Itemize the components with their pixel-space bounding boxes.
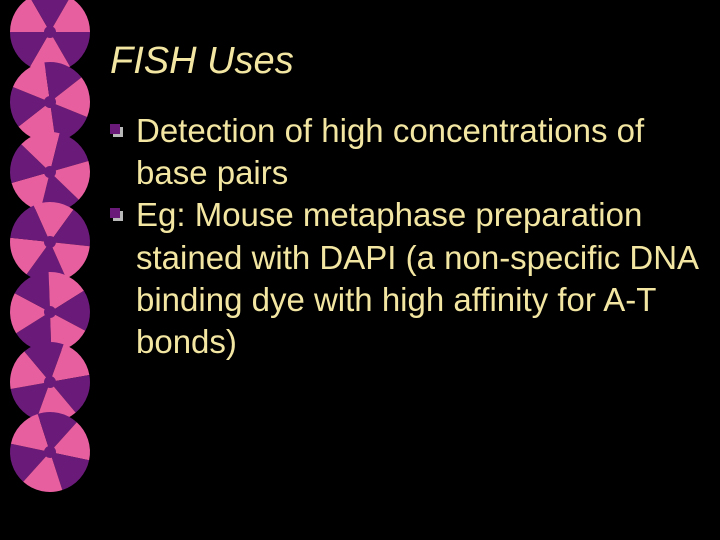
- bullet-marker-icon: [110, 208, 130, 222]
- bullet-item: Detection of high concentrations of base…: [110, 110, 700, 194]
- slide-body: Detection of high concentrations of base…: [110, 110, 700, 363]
- bullet-marker-icon: [110, 124, 130, 138]
- bullet-text: Detection of high concentrations of base…: [136, 110, 700, 194]
- slide: FISH Uses Detection of high concentratio…: [0, 0, 720, 540]
- bullet-item: Eg: Mouse metaphase preparation stained …: [110, 194, 700, 363]
- decorative-spiral-column: [8, 0, 108, 540]
- slide-title: FISH Uses: [110, 40, 294, 83]
- bullet-text: Eg: Mouse metaphase preparation stained …: [136, 194, 700, 363]
